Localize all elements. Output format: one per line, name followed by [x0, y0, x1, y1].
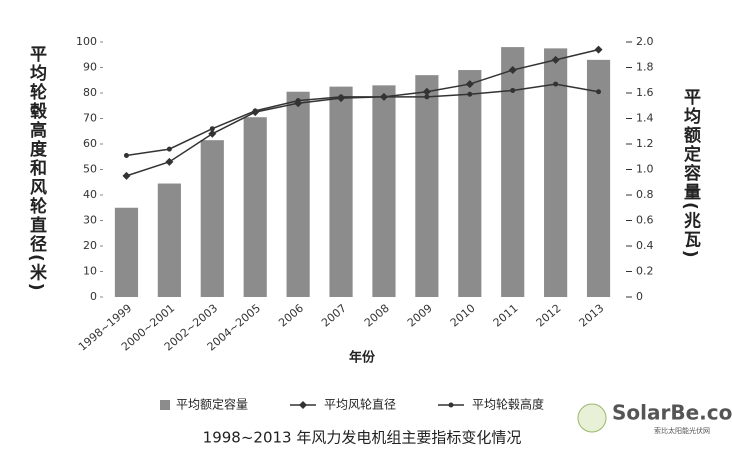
x-tick-label: 2011: [491, 302, 521, 330]
y-tick-label: 50: [83, 163, 97, 176]
marker: [465, 80, 474, 89]
bar: [200, 140, 224, 297]
marker: [338, 94, 344, 100]
bar: [243, 117, 267, 297]
watermark-logo: [577, 403, 607, 433]
marker: [422, 87, 431, 96]
y2-tick-label: 0.4: [636, 239, 654, 252]
marker: [510, 87, 516, 93]
marker: [594, 45, 603, 54]
x-tick-label: 2006: [276, 302, 306, 330]
y-tick-label: 30: [83, 214, 97, 227]
y-tick-label: 20: [83, 239, 97, 252]
line: [126, 83, 599, 157]
x-axis-label: 年份: [349, 350, 376, 366]
y2-tick-label: 1.6: [636, 86, 654, 99]
bar: [114, 207, 139, 297]
y2-tick-label: 0.2: [636, 265, 654, 278]
y2-tick-label: 1.0: [636, 163, 654, 176]
y-tick-label: 90: [83, 61, 97, 74]
legend-label: 平均轮毂高度: [472, 397, 544, 412]
bar: [157, 183, 181, 297]
x-tick-label: 2013: [577, 302, 607, 330]
bar: [458, 70, 482, 297]
y2-tick-label: 2.0: [636, 35, 654, 48]
legend-marker: [299, 401, 307, 409]
y-tick-label: 80: [83, 86, 97, 99]
x-tick-label: 2012: [534, 302, 564, 330]
marker: [596, 89, 602, 95]
x-tick-label: 2007: [319, 302, 349, 330]
y-axis-label: 平均轮毂高度和风轮直径(米): [26, 45, 47, 293]
marker: [508, 66, 517, 75]
marker: [209, 126, 215, 132]
y-tick-label: 60: [83, 137, 97, 150]
legend-swatch: [160, 400, 170, 410]
bar: [286, 91, 310, 297]
x-tick-label: 2009: [405, 302, 435, 330]
y2-tick-label: 1.2: [636, 137, 654, 150]
marker: [122, 171, 131, 180]
marker: [467, 91, 473, 97]
bar: [501, 47, 525, 297]
x-tick-label: 2010: [448, 302, 478, 330]
y-tick-label: 0: [90, 290, 97, 303]
y2-tick-label: 0.6: [636, 214, 654, 227]
marker: [295, 98, 301, 104]
bar: [329, 86, 353, 297]
y-tick-label: 100: [76, 35, 97, 48]
marker: [551, 55, 560, 64]
y-tick-label: 40: [83, 188, 97, 201]
line: [126, 48, 599, 177]
x-tick-label: 2008: [362, 302, 392, 330]
y-tick-label: 70: [83, 112, 97, 125]
marker: [123, 152, 129, 158]
marker: [208, 129, 217, 138]
y2-axis-label: 平均额定容量(兆瓦): [680, 88, 701, 260]
y2-tick-label: 1.4: [636, 112, 654, 125]
legend-label: 平均额定容量: [176, 397, 248, 412]
bar: [544, 48, 568, 297]
y2-tick-label: 0: [636, 290, 643, 303]
marker: [252, 108, 258, 114]
legend-label: 平均风轮直径: [324, 398, 396, 412]
caption: 1998~2013 年风力发电机组主要指标变化情况: [203, 429, 522, 447]
bar: [586, 59, 611, 297]
marker: [424, 94, 430, 100]
y-tick-label: 10: [83, 265, 97, 278]
marker: [381, 94, 387, 100]
watermark: SolarBe.com: [612, 401, 732, 425]
marker: [553, 81, 559, 87]
watermark-subtitle: 索比太阳能光伏网: [654, 426, 710, 435]
bar: [415, 75, 439, 298]
marker: [165, 157, 174, 166]
y2-tick-label: 0.8: [636, 188, 654, 201]
legend-marker: [448, 402, 454, 408]
bar: [372, 85, 396, 297]
marker: [166, 146, 172, 152]
y2-tick-label: 1.8: [636, 61, 654, 74]
